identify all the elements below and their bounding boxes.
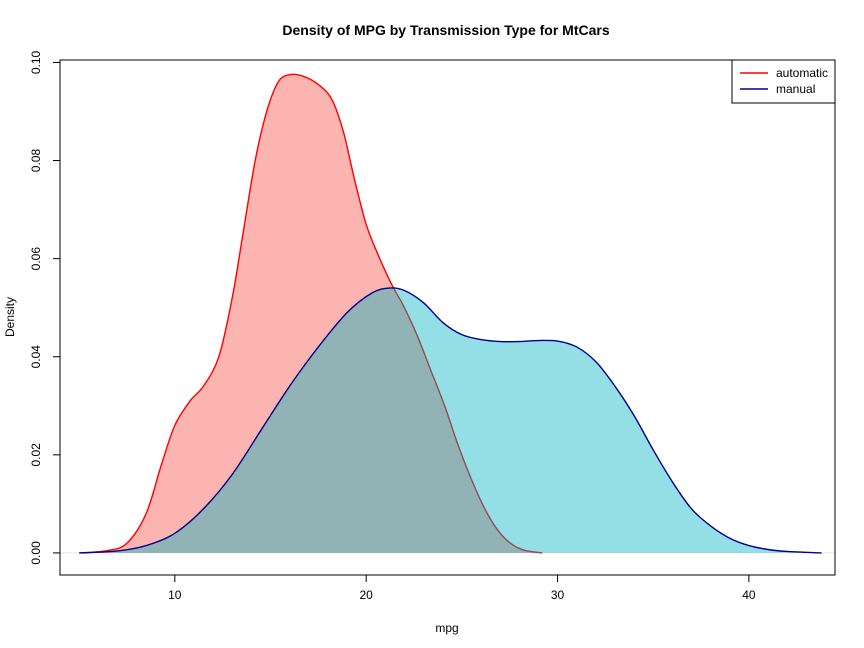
x-tick-label: 40: [742, 588, 756, 602]
y-tick-label: 0.06: [29, 247, 43, 271]
density-area-manual: [79, 287, 822, 553]
y-axis-label: Density: [3, 297, 17, 337]
chart-title: Density of MPG by Transmission Type for …: [282, 22, 609, 38]
plot-region: [60, 73, 835, 554]
density-line-automatic: [82, 73, 543, 554]
y-tick-label: 0.00: [29, 541, 43, 565]
y-axis: 0.00 0.02 0.04 0.06 0.08 0.10: [29, 50, 61, 565]
x-axis-label: mpg: [435, 621, 458, 635]
legend-box: [731, 59, 836, 104]
x-tick-label: 20: [359, 588, 373, 602]
legend-label-manual: manual: [776, 82, 815, 96]
legend: automatic manual: [731, 59, 836, 104]
legend-label-automatic: automatic: [776, 66, 828, 80]
density-area-automatic: [82, 74, 543, 553]
x-tick-label: 30: [551, 588, 565, 602]
x-axis: 10 20 30 40: [168, 574, 756, 602]
x-tick-label: 10: [168, 588, 182, 602]
density-line-manual: [79, 287, 822, 554]
y-tick-label: 0.10: [29, 50, 43, 74]
y-tick-label: 0.04: [29, 345, 43, 369]
y-tick-label: 0.02: [29, 443, 43, 467]
y-tick-label: 0.08: [29, 149, 43, 173]
